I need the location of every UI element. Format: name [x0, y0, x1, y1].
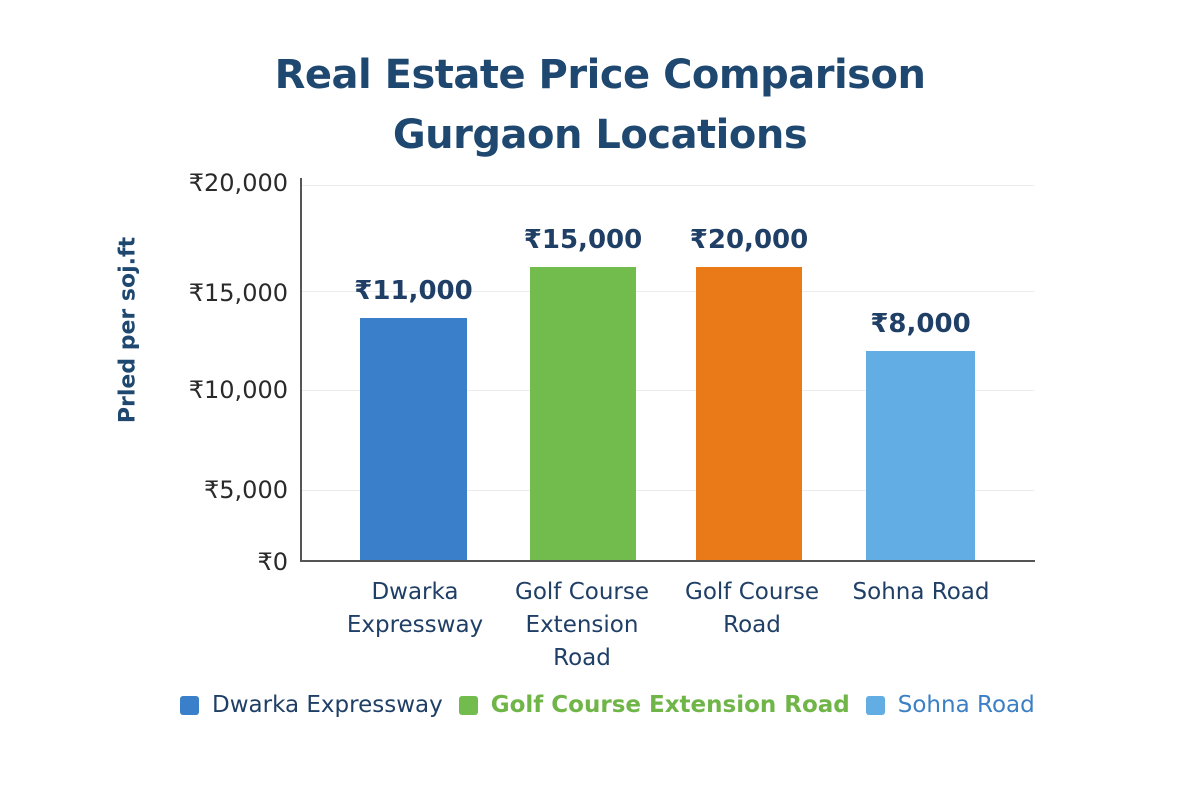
value-label: ₹15,000 [523, 225, 643, 255]
legend-swatch-icon [180, 695, 199, 715]
legend-label: Dwarka Expressway [212, 692, 443, 718]
x-tick-label: Golf Course Extension Road [515, 579, 649, 671]
chart-title: Real Estate Price Comparison [274, 52, 926, 98]
bar-dwarka-expressway [360, 318, 467, 561]
bar-sohna-road [866, 351, 975, 561]
legend-swatch-icon [865, 695, 885, 715]
y-axis-label: Prled per soj.ft [115, 236, 141, 424]
y-axis-line [300, 178, 302, 562]
x-axis-line [300, 560, 1035, 562]
y-tick-label: ₹0 [257, 548, 288, 576]
y-tick-label: ₹15,000 [188, 279, 288, 307]
gridline [302, 390, 1034, 391]
legend-swatch-icon [458, 695, 478, 715]
legend-item: Sohna Road [865, 692, 1035, 718]
x-tick-label: Dwarka Expressway [346, 579, 484, 638]
legend-item: Golf Course Extension Road [458, 692, 850, 718]
value-label: ₹20,000 [689, 225, 809, 255]
legend-label: Sohna Road [897, 692, 1035, 718]
value-label: ₹8,000 [870, 309, 971, 339]
x-tick-label: Golf Course Road [685, 579, 819, 638]
legend: Dwarka Expressway Golf Course Extension R… [180, 692, 1051, 718]
bar-golf-course-road [696, 267, 802, 561]
y-tick-label: ₹5,000 [204, 476, 288, 504]
bar-golf-course-extension-road [530, 267, 636, 561]
legend-label: Golf Course Extension Road [490, 692, 850, 718]
gridline [302, 291, 1034, 292]
gridline [302, 490, 1034, 491]
x-tick-label: Sohna Road [852, 579, 990, 605]
gridline [302, 185, 1034, 186]
legend-item: Dwarka Expressway [180, 692, 443, 718]
y-tick-label: ₹20,000 [188, 169, 288, 197]
value-label: ₹11,000 [354, 276, 473, 306]
chart-subtitle: Gurgaon Locations [392, 112, 808, 158]
y-tick-label: ₹10,000 [188, 376, 288, 404]
